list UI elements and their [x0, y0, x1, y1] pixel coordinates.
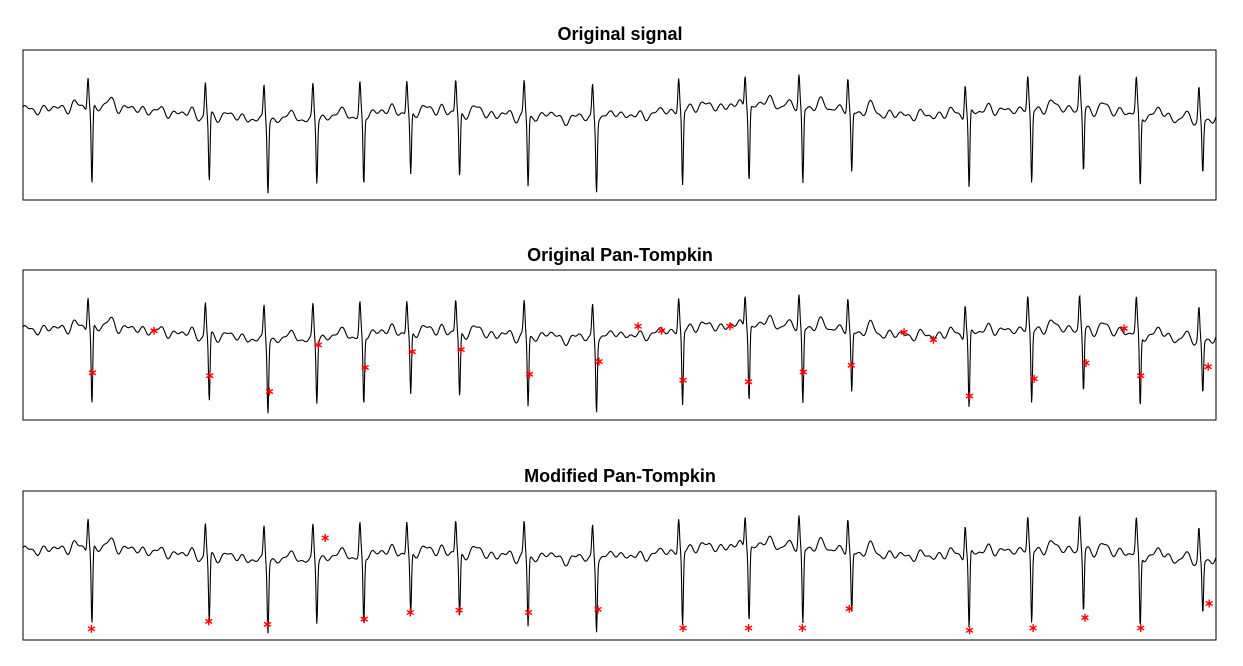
- detected-peak-marker: [929, 335, 938, 344]
- ecg-trace: [22, 515, 1217, 634]
- detected-peak-marker: [314, 341, 323, 349]
- detected-peak-marker: [595, 357, 603, 366]
- detected-peak-marker: [360, 615, 369, 624]
- detected-peak-marker: [457, 345, 465, 354]
- detected-peak-marker: [205, 371, 214, 380]
- detected-peak-marker: [1030, 374, 1038, 383]
- detected-peak-marker: [594, 605, 602, 614]
- panel-title: Original Pan-Tompkin: [527, 245, 713, 265]
- detected-peak-marker: [744, 377, 753, 386]
- detected-peak-marker: [1120, 324, 1128, 333]
- detected-peak-marker: [900, 328, 908, 337]
- detected-peak-marker: [87, 624, 96, 633]
- detected-peak-marker: [265, 387, 274, 396]
- detected-peak-marker: [406, 608, 415, 617]
- panel-title: Original signal: [557, 24, 682, 44]
- detected-peak-marker: [150, 326, 158, 335]
- detected-peak-marker: [1029, 624, 1037, 633]
- detected-peak-marker: [679, 376, 687, 385]
- detected-peak-marker: [657, 326, 666, 335]
- panel-3: Modified Pan-Tompkin: [22, 466, 1217, 641]
- detected-peak-marker: [1082, 359, 1090, 367]
- axes-frame: [22, 269, 1217, 421]
- detected-peak-marker: [965, 626, 974, 635]
- detected-peak-marker: [1136, 371, 1145, 380]
- detected-peak-marker: [744, 624, 753, 633]
- ecg-trace: [22, 74, 1217, 194]
- detected-peak-marker: [1205, 599, 1213, 608]
- detected-peak-marker: [455, 606, 463, 615]
- detected-peak-marker: [263, 620, 272, 629]
- axes-frame: [22, 490, 1217, 641]
- ecg-trace: [22, 294, 1217, 414]
- detected-peak-marker: [726, 322, 734, 331]
- detected-peak-marker: [1081, 613, 1089, 622]
- detected-peak-marker: [845, 604, 854, 613]
- detected-peak-marker: [525, 370, 534, 379]
- detected-peak-marker: [204, 617, 213, 626]
- detected-peak-marker: [798, 624, 807, 633]
- panel-2: Original Pan-Tompkin: [22, 245, 1217, 421]
- panel-title: Modified Pan-Tompkin: [524, 466, 716, 486]
- detected-peak-marker: [408, 347, 417, 356]
- detected-peak-marker: [321, 533, 329, 542]
- detected-peak-marker: [1204, 362, 1212, 371]
- detected-peak-marker: [965, 392, 974, 400]
- detected-peak-marker: [799, 368, 808, 376]
- detected-peak-marker: [847, 361, 856, 370]
- axes-frame: [22, 49, 1217, 201]
- detected-peak-marker: [361, 363, 370, 372]
- detected-peak-marker: [88, 368, 97, 377]
- detected-peak-marker: [1136, 624, 1145, 633]
- detected-peak-marker: [634, 322, 642, 331]
- panel-1: Original signal: [22, 24, 1217, 201]
- detected-peak-marker: [679, 624, 687, 633]
- detected-peak-marker: [524, 608, 533, 617]
